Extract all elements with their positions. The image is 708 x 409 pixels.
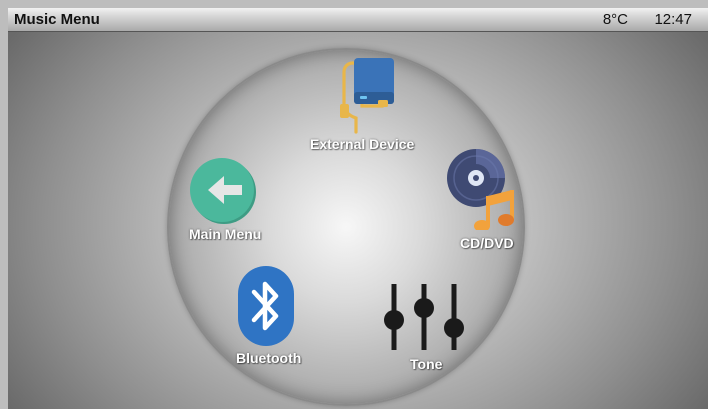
bluetooth-label: Bluetooth <box>236 350 302 366</box>
clock-readout: 12:47 <box>654 11 692 28</box>
external-device-label: External Device <box>310 136 415 152</box>
temperature-readout: 8°C <box>602 11 628 28</box>
cd-dvd-button[interactable]: CD/DVD <box>440 148 532 260</box>
equalizer-sliders-icon <box>384 284 464 350</box>
tone-button[interactable]: Tone <box>378 280 478 376</box>
bluetooth-icon <box>238 266 294 346</box>
main-menu-label: Main Menu <box>189 226 262 242</box>
page-title: Music Menu <box>14 11 100 28</box>
cd-music-icon <box>447 149 514 230</box>
external-drive-icon <box>340 58 394 134</box>
main-menu-button[interactable]: Main Menu <box>184 156 284 248</box>
title-bar: Music Menu 8°C 12:47 <box>8 8 708 32</box>
screen: Music Menu 8°C 12:47 External Device <box>8 8 708 409</box>
bluetooth-button[interactable]: Bluetooth <box>232 264 322 368</box>
back-arrow-icon <box>190 158 256 224</box>
external-device-button[interactable]: External Device <box>306 52 436 154</box>
tone-label: Tone <box>410 356 443 372</box>
cd-dvd-label: CD/DVD <box>460 235 514 251</box>
